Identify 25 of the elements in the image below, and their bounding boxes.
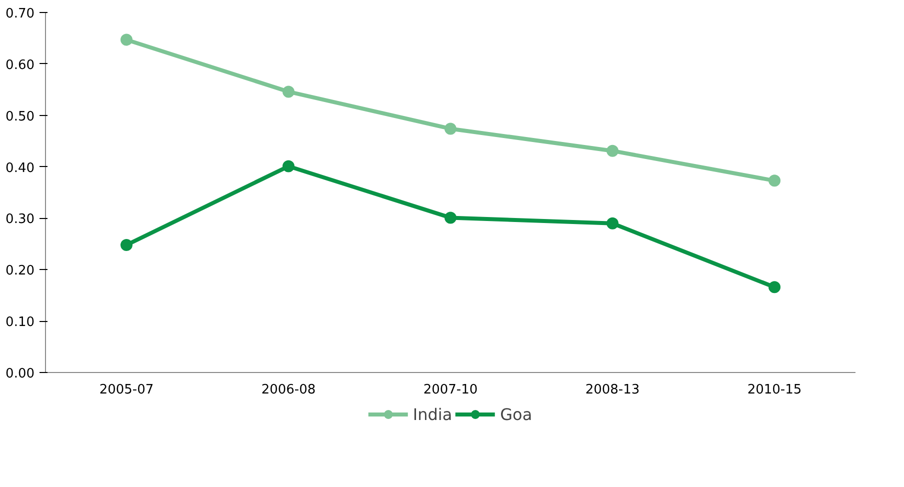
point: [282, 160, 294, 172]
y-tick-label: 0.00: [6, 366, 35, 382]
y-tick-label: 0.10: [6, 315, 35, 330]
x-tick-label: 2005-07: [99, 382, 154, 398]
x-tick-label: 2010-15: [747, 382, 802, 398]
legend-label: Goa: [500, 404, 532, 424]
point: [282, 86, 294, 98]
y-tick-label: 0.60: [6, 58, 35, 73]
point: [768, 281, 780, 294]
point: [444, 212, 456, 224]
point: [120, 238, 132, 251]
point: [606, 217, 618, 230]
point: [120, 34, 132, 46]
y-tick-label: 0.40: [6, 160, 35, 176]
point: [444, 122, 456, 135]
point: [768, 174, 780, 187]
y-tick-label: 0.30: [6, 212, 35, 228]
y-tick-label: 0.50: [6, 109, 35, 124]
y-tick-label: 0.20: [6, 264, 35, 279]
point: [606, 144, 618, 157]
legend-label: India: [412, 404, 452, 424]
x-tick-label: 2007-10: [423, 382, 478, 398]
x-tick-label: 2008-13: [585, 382, 640, 398]
y-tick-label: 0.70: [6, 6, 35, 22]
x-tick-label: 2006-08: [261, 382, 316, 398]
